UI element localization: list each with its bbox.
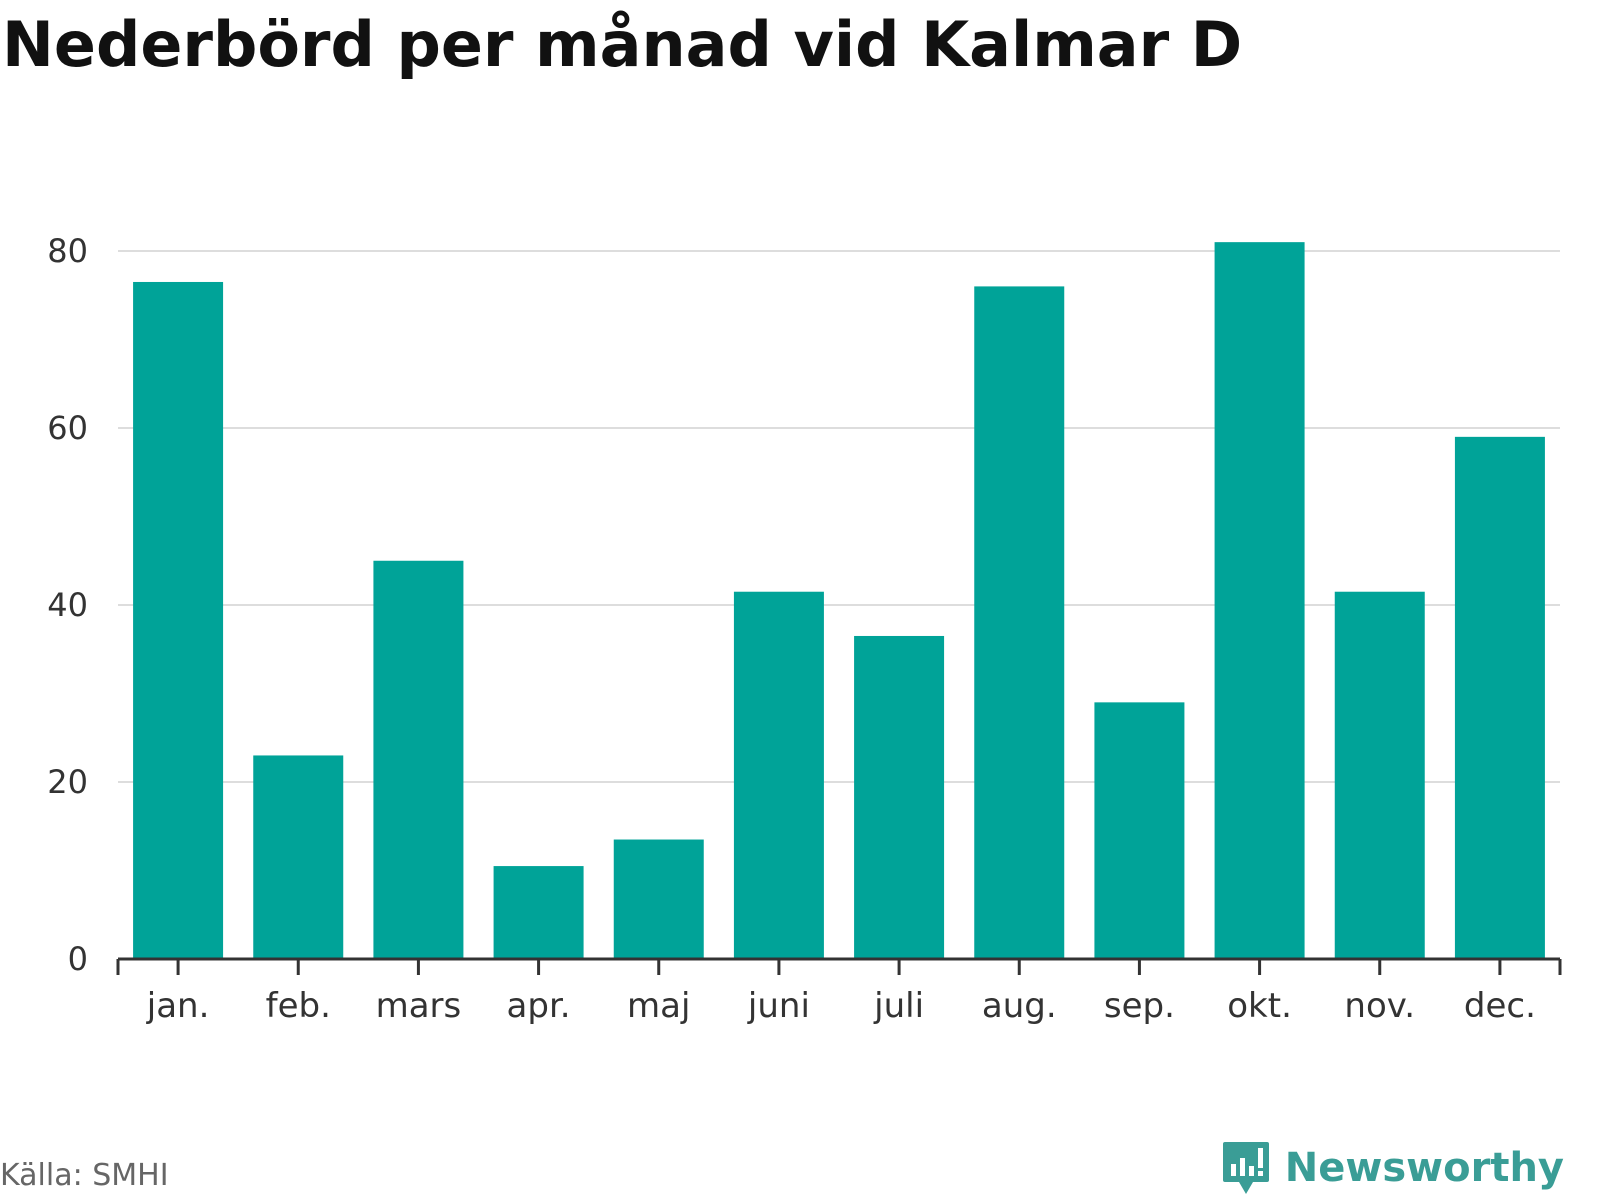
brand-name: Newsworthy	[1284, 1145, 1564, 1191]
bar	[733, 591, 824, 959]
x-tick-label: aug.	[982, 986, 1057, 1026]
bar	[613, 839, 704, 959]
chart-title: Nederbörd per månad vid Kalmar D	[2, 8, 1243, 81]
bar	[974, 286, 1065, 959]
y-tick-label: 60	[47, 409, 88, 447]
x-tick-label: feb.	[266, 986, 331, 1026]
x-tick-label: juni	[747, 986, 810, 1026]
brand: Newsworthy	[1221, 1140, 1564, 1196]
x-tick-label: apr.	[507, 986, 571, 1026]
source-note: Källa: SMHI	[0, 1158, 169, 1193]
x-tick-label: juli	[873, 986, 924, 1026]
bar	[493, 866, 584, 959]
bar	[1334, 591, 1425, 959]
bar	[133, 281, 224, 960]
x-tick-label: dec.	[1464, 986, 1536, 1026]
x-tick-label: mars	[376, 986, 462, 1026]
bar	[1454, 436, 1545, 960]
newsworthy-logo-icon	[1222, 1142, 1269, 1194]
bar-chart: 0 20 40 60 80 jan. feb. mars apr. maj juni juli aug.…	[47, 232, 1562, 1026]
bar	[1214, 242, 1305, 959]
x-tick-label: nov.	[1344, 986, 1415, 1026]
y-tick-label: 20	[47, 763, 88, 801]
bar	[253, 755, 344, 959]
y-tick-label: 0	[68, 940, 88, 978]
bar	[1094, 702, 1185, 959]
x-tick-label: okt.	[1227, 986, 1292, 1026]
x-tick-label: sep.	[1104, 986, 1175, 1026]
y-tick-label: 40	[47, 586, 88, 624]
x-tick-label: jan.	[146, 986, 210, 1026]
x-tick-label: maj	[627, 986, 690, 1026]
bar	[854, 635, 945, 959]
bar	[373, 560, 464, 959]
y-tick-label: 80	[47, 232, 88, 270]
